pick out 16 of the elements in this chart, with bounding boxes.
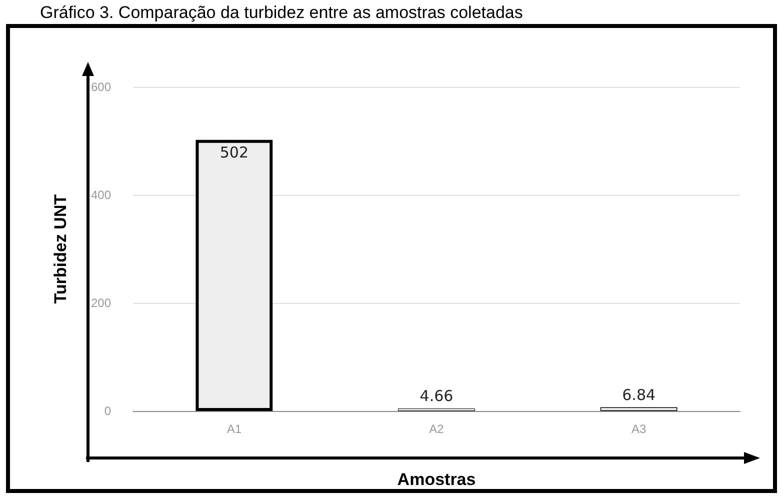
bar bbox=[398, 408, 475, 412]
y-tick-label: 600 bbox=[90, 80, 112, 94]
data-label: 4.66 bbox=[420, 386, 454, 405]
x-axis-title: Amostras bbox=[397, 470, 476, 489]
y-tick-label: 200 bbox=[90, 296, 112, 310]
chart-title: Gráfico 3. Comparação da turbidez entre as amostras coletadas bbox=[40, 3, 523, 23]
bar bbox=[600, 407, 678, 411]
y-tick-label: 400 bbox=[90, 188, 112, 202]
x-tick-label: A1 bbox=[226, 422, 242, 436]
y-axis-title: Turbidez UNT bbox=[51, 194, 70, 304]
x-tick-label: A3 bbox=[631, 422, 646, 436]
data-label: 502 bbox=[220, 143, 248, 162]
data-label: 6.84 bbox=[622, 386, 656, 404]
bar bbox=[196, 140, 273, 411]
x-tick-label: A2 bbox=[429, 422, 444, 436]
y-tick-label: 0 bbox=[104, 404, 112, 418]
